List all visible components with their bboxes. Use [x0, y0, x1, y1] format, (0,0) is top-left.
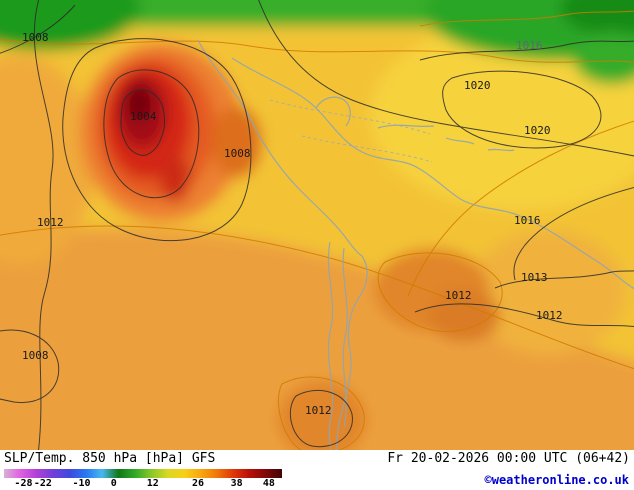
isobar-label: 1013 [521, 271, 548, 284]
chart-title: SLP/Temp. 850 hPa [hPa] GFS [4, 451, 216, 466]
legend-tick: -22 [33, 478, 52, 489]
legend-tick: -10 [72, 478, 91, 489]
legend-tick: 0 [110, 478, 117, 489]
isobar-label: 1016 [516, 39, 543, 52]
isobar-label: 1012 [536, 309, 563, 322]
dashed-contours [269, 99, 433, 163]
isobar-label: 1008 [22, 31, 49, 44]
coastlines [197, 39, 634, 450]
legend-tick: 48 [262, 478, 275, 489]
temperature-contours [0, 10, 634, 450]
caption-row: SLP/Temp. 850 hPa [hPa] GFS Fr 20-02-202… [4, 451, 630, 466]
legend-tick: 12 [146, 478, 159, 489]
isobar-labels: 1008 1004 1008 1012 1016 1020 1020 1016 … [22, 31, 563, 417]
legend-bar [4, 469, 282, 478]
isobar-label: 1012 [305, 404, 332, 417]
legend-ticks: -28 -22 -10 0 12 26 38 48 [4, 478, 282, 490]
isobar-label: 1004 [130, 110, 157, 123]
isobar-label: 1016 [514, 214, 541, 227]
isobar-label: 1012 [37, 216, 64, 229]
temperature-legend: -28 -22 -10 0 12 26 38 48 [4, 469, 282, 490]
pressure-contours [0, 0, 634, 450]
footer: SLP/Temp. 850 hPa [hPa] GFS Fr 20-02-202… [0, 450, 634, 490]
legend-tick: -28 [14, 478, 33, 489]
isobar-label: 1008 [224, 147, 251, 160]
isobar-label: 1020 [464, 79, 491, 92]
map-canvas: 1008 1004 1008 1012 1016 1020 1020 1016 … [0, 0, 634, 450]
isobar-label: 1012 [445, 289, 472, 302]
map-area: 1008 1004 1008 1012 1016 1020 1020 1016 … [0, 0, 634, 450]
isobar-label: 1020 [524, 124, 551, 137]
temperature-field [0, 0, 634, 450]
isobar-label: 1008 [22, 349, 49, 362]
legend-tick: 38 [230, 478, 243, 489]
legend-tick: 26 [192, 478, 205, 489]
valid-time: Fr 20-02-2026 00:00 UTC (06+42) [387, 451, 630, 466]
copyright[interactable]: ©weatheronline.co.uk [484, 473, 630, 487]
